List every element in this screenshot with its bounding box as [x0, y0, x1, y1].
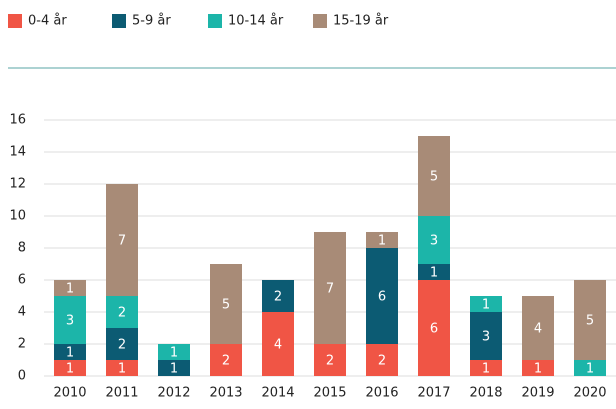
x-tick-label: 2018 [469, 386, 502, 401]
bar-segment [262, 280, 294, 312]
bar-segment [418, 280, 450, 376]
value-label: 1 [430, 266, 438, 281]
y-tick-label: 10 [9, 209, 26, 224]
value-label: 1 [118, 362, 126, 377]
x-tick-label: 2012 [157, 386, 190, 401]
value-label: 1 [534, 362, 542, 377]
value-label: 5 [430, 170, 438, 185]
bar-segment [262, 312, 294, 376]
bar-segment [54, 280, 86, 296]
x-tick-label: 2013 [209, 386, 242, 401]
bar-segment [158, 344, 190, 360]
value-label: 7 [118, 234, 126, 249]
bar-segment [106, 360, 138, 376]
bar-segment [210, 264, 242, 344]
bar-segment [574, 360, 606, 376]
x-tick-label: 2017 [417, 386, 450, 401]
bar-segment [210, 344, 242, 376]
bar-segment [54, 296, 86, 344]
y-tick-label: 16 [9, 113, 26, 128]
value-label: 4 [534, 322, 542, 337]
legend-label: 10-14 år [228, 14, 284, 29]
value-label: 3 [482, 330, 490, 345]
legend-swatch [208, 14, 222, 28]
value-label: 2 [222, 354, 230, 369]
legend-label: 15-19 år [333, 14, 389, 29]
bar-segment [522, 296, 554, 360]
x-tick-label: 2014 [261, 386, 294, 401]
bar-segment [314, 232, 346, 344]
bar-segment [366, 248, 398, 344]
bar-segment [54, 344, 86, 360]
bar-segment [418, 136, 450, 216]
bar-segment [418, 216, 450, 264]
value-label: 1 [170, 346, 178, 361]
value-label: 1 [66, 282, 74, 297]
bar-segment [470, 296, 502, 312]
value-label: 6 [430, 322, 438, 337]
legend-swatch [313, 14, 327, 28]
bar-segment [158, 360, 190, 376]
value-label: 3 [430, 234, 438, 249]
bar-segment [106, 184, 138, 296]
bar-segment [418, 264, 450, 280]
value-label: 5 [222, 298, 230, 313]
x-tick-label: 2010 [53, 386, 86, 401]
value-label: 1 [66, 346, 74, 361]
value-label: 1 [482, 362, 490, 377]
value-label: 6 [378, 290, 386, 305]
value-label: 1 [170, 362, 178, 377]
bar-segment [54, 360, 86, 376]
x-tick-label: 2016 [365, 386, 398, 401]
y-tick-label: 12 [9, 177, 26, 192]
y-tick-label: 2 [18, 337, 26, 352]
y-tick-label: 4 [18, 305, 26, 320]
x-tick-label: 2019 [521, 386, 554, 401]
bar-segment [106, 296, 138, 328]
value-label: 2 [274, 290, 282, 305]
bar-segment [366, 344, 398, 376]
bar-segment [106, 328, 138, 360]
y-tick-label: 14 [9, 145, 26, 160]
bar-segment [366, 232, 398, 248]
value-label: 4 [274, 338, 282, 353]
x-tick-label: 2015 [313, 386, 346, 401]
x-tick-label: 2011 [105, 386, 138, 401]
bar-segment [470, 312, 502, 360]
value-label: 5 [586, 314, 594, 329]
value-label: 2 [118, 338, 126, 353]
x-tick-label: 2020 [573, 386, 606, 401]
legend-swatch [8, 14, 22, 28]
bar-segment [574, 280, 606, 360]
y-tick-label: 0 [18, 369, 26, 384]
value-label: 1 [482, 298, 490, 313]
value-label: 7 [326, 282, 334, 297]
value-label: 3 [66, 314, 74, 329]
value-label: 2 [378, 354, 386, 369]
bar-segment [470, 360, 502, 376]
value-label: 1 [586, 362, 594, 377]
value-label: 2 [118, 306, 126, 321]
bar-segment [522, 360, 554, 376]
legend-swatch [112, 14, 126, 28]
bar-segment [314, 344, 346, 376]
legend-label: 0-4 år [28, 14, 67, 29]
legend-label: 5-9 år [132, 14, 171, 29]
y-tick-label: 8 [18, 241, 26, 256]
y-tick-label: 6 [18, 273, 26, 288]
value-label: 2 [326, 354, 334, 369]
value-label: 1 [66, 362, 74, 377]
value-label: 1 [378, 234, 386, 249]
